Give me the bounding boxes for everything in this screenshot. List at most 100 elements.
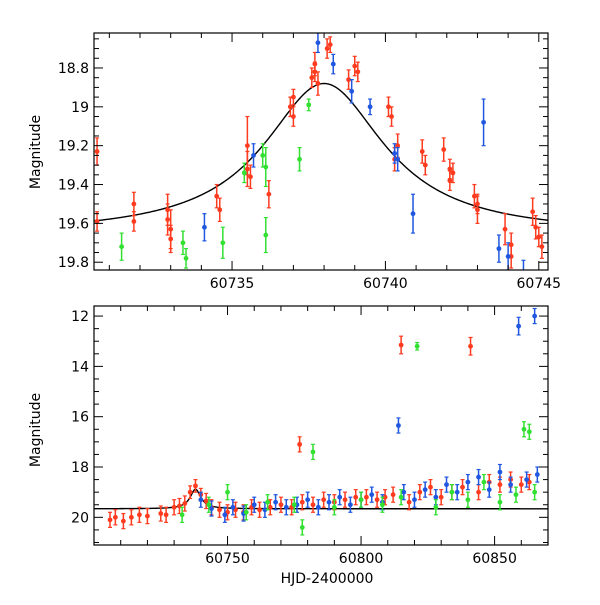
blue-data-point xyxy=(305,497,311,503)
green-data-point xyxy=(521,426,527,432)
red-data-point xyxy=(441,147,447,152)
blue-data-point xyxy=(315,504,321,510)
red-data-point xyxy=(163,512,169,518)
blue-data-point xyxy=(202,224,207,230)
blue-data-point xyxy=(262,507,268,513)
y-tick-label: 18 xyxy=(71,460,89,476)
red-data-point xyxy=(217,207,223,213)
green-data-point xyxy=(433,504,439,510)
red-data-point xyxy=(158,511,164,516)
red-data-point xyxy=(518,482,524,488)
green-data-point xyxy=(306,102,312,108)
model-curve xyxy=(94,488,548,510)
red-data-point xyxy=(187,489,193,495)
plot-area xyxy=(94,33,548,270)
bottom-x-axis-label: HJD-2400000 xyxy=(281,571,374,587)
red-data-point xyxy=(389,114,394,119)
blue-data-point xyxy=(230,504,236,510)
green-data-point xyxy=(532,489,538,495)
y-tick-label: 16 xyxy=(71,410,89,426)
blue-data-point xyxy=(367,104,373,110)
red-data-point xyxy=(530,209,536,215)
red-data-point xyxy=(450,170,456,176)
blue-data-point xyxy=(524,477,530,482)
red-data-point xyxy=(352,63,358,69)
red-data-point xyxy=(382,494,388,500)
green-data-point xyxy=(299,524,305,530)
green-data-point xyxy=(241,170,247,176)
red-data-point xyxy=(447,178,453,184)
blue-data-point xyxy=(444,482,449,488)
y-tick-label: 19 xyxy=(71,100,89,116)
red-data-point xyxy=(290,94,296,100)
green-data-point xyxy=(297,156,302,162)
green-data-point xyxy=(497,499,503,505)
green-data-point xyxy=(180,240,186,246)
red-data-point xyxy=(438,494,444,500)
red-data-point xyxy=(419,149,425,154)
red-data-point xyxy=(374,497,380,503)
red-data-point xyxy=(342,497,348,503)
red-data-point xyxy=(447,166,453,172)
red-data-point xyxy=(428,484,433,490)
red-data-point xyxy=(182,501,188,506)
green-data-point xyxy=(119,244,125,250)
bottom-panel: Magnitude HJD-2400000 60750 60800 60850 12 1… xyxy=(28,305,549,587)
red-data-point xyxy=(290,114,296,119)
blue-data-point xyxy=(481,119,486,125)
blue-data-point xyxy=(198,497,204,503)
red-data-point xyxy=(471,193,477,199)
red-data-point xyxy=(536,234,542,240)
y-tick-label: 12 xyxy=(71,309,89,325)
blue-data-point xyxy=(401,489,407,495)
green-data-point xyxy=(225,489,230,495)
x-tick-label: 60850 xyxy=(472,551,517,567)
top-panel: Magnitude 60735 60740 60745 18.8 19 19.2 19.4 1… xyxy=(28,32,562,292)
blue-data-point xyxy=(516,323,522,329)
green-data-point xyxy=(449,489,455,495)
red-data-point xyxy=(355,69,361,75)
blue-data-point xyxy=(505,254,511,259)
green-data-point xyxy=(481,479,487,485)
blue-data-point xyxy=(395,156,401,162)
red-data-point xyxy=(309,75,315,81)
x-tick-label: 60745 xyxy=(517,276,562,292)
top-y-axis-label: Magnitude xyxy=(28,115,44,189)
red-data-point xyxy=(533,224,539,230)
red-data-point xyxy=(315,81,321,86)
blue-data-point xyxy=(369,492,375,498)
green-data-point xyxy=(243,509,249,515)
green-data-point xyxy=(291,502,297,508)
red-data-point xyxy=(364,494,369,500)
green-data-point xyxy=(263,232,269,238)
red-data-point xyxy=(386,104,391,110)
red-data-point xyxy=(112,514,118,520)
x-tick-label: 60735 xyxy=(210,276,255,292)
blue-data-point xyxy=(465,479,471,485)
red-data-point xyxy=(266,191,272,197)
bottom-y-axis-label: Magnitude xyxy=(28,393,44,467)
red-data-point xyxy=(468,343,473,349)
y-tick-label: 18.8 xyxy=(58,61,89,77)
blue-data-point xyxy=(410,211,416,217)
y-tick-label: 14 xyxy=(71,359,89,375)
green-data-point xyxy=(265,499,270,505)
red-data-point xyxy=(168,236,174,242)
blue-data-point xyxy=(392,151,398,156)
red-data-point xyxy=(145,513,150,519)
red-data-point xyxy=(502,226,508,232)
blue-data-point xyxy=(422,487,428,493)
red-data-point xyxy=(390,492,396,498)
green-data-point xyxy=(263,164,269,170)
red-data-point xyxy=(257,507,262,513)
blue-data-point xyxy=(347,502,353,508)
green-data-point xyxy=(358,497,364,503)
red-data-point xyxy=(244,143,250,149)
red-data-point xyxy=(299,499,305,505)
red-data-point xyxy=(422,162,428,168)
green-data-point xyxy=(260,152,266,158)
green-data-point xyxy=(526,429,532,435)
green-data-point xyxy=(183,255,189,261)
